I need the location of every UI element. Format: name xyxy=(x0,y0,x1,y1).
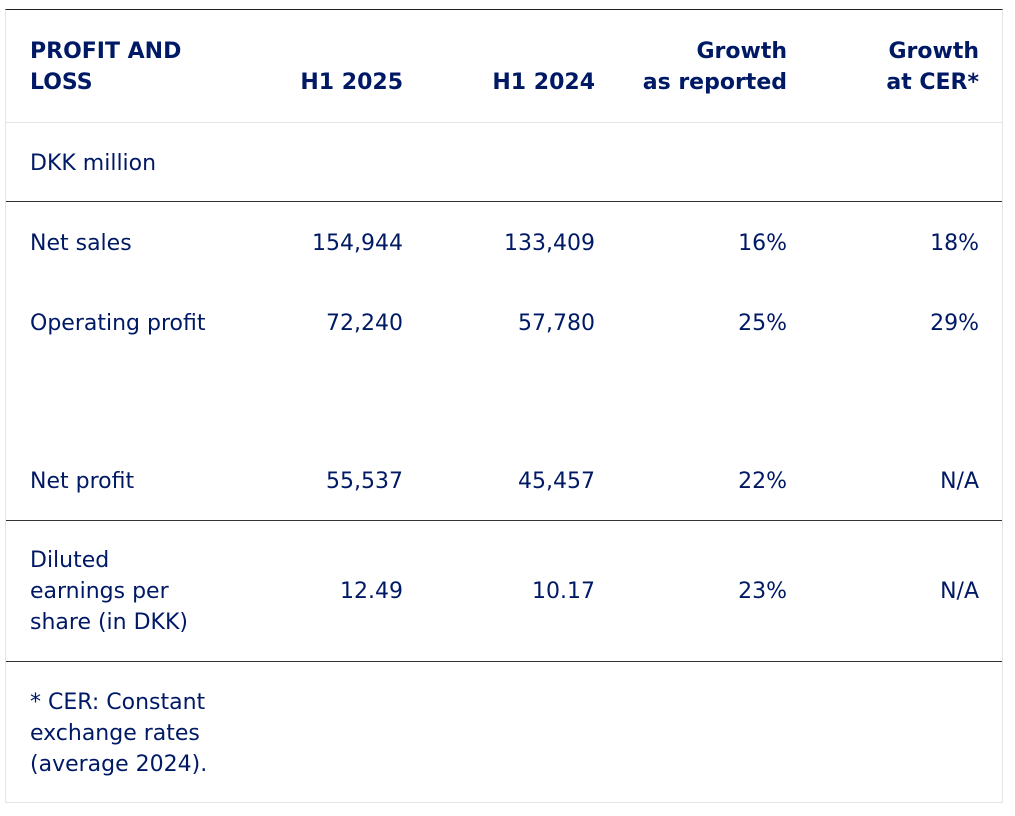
profit-and-loss-table: PROFIT AND LOSS H1 2025 H1 2024 Growth a… xyxy=(5,9,1003,803)
row-growth-reported: 25% xyxy=(738,311,787,336)
header-growth-reported-line1: Growth xyxy=(696,39,787,64)
header-title: PROFIT AND LOSS xyxy=(30,36,181,98)
header-growth-cer-line1: Growth xyxy=(888,39,979,64)
header-title-line1: PROFIT AND xyxy=(30,39,182,64)
footnote-line2: exchange rates xyxy=(30,721,200,746)
table-row: Net sales 154,944 133,409 16% 18% xyxy=(6,202,1002,282)
unit-row: DKK million xyxy=(6,123,1002,201)
row-label: Operating profit xyxy=(30,311,206,336)
footnote-row: * CER: Constant exchange rates (average … xyxy=(6,662,1002,802)
row-h1-2024: 57,780 xyxy=(518,311,595,336)
eps-label: Diluted earnings per share (in DKK) xyxy=(30,545,250,638)
eps-growth-cer: N/A xyxy=(940,579,979,604)
footnote-line1: * CER: Constant xyxy=(30,690,206,715)
table-row: Net profit 55,537 45,457 22% N/A xyxy=(6,362,1002,520)
eps-label-line3: share (in DKK) xyxy=(30,610,188,635)
row-h1-2024: 133,409 xyxy=(504,231,595,256)
eps-h1-2024: 10.17 xyxy=(532,579,595,604)
eps-h1-2025: 12.49 xyxy=(340,579,403,604)
footnote: * CER: Constant exchange rates (average … xyxy=(30,687,250,780)
row-h1-2025: 55,537 xyxy=(326,469,403,494)
unit-label: DKK million xyxy=(30,151,157,176)
eps-label-line1: Diluted xyxy=(30,548,110,573)
eps-divider xyxy=(6,661,1002,662)
row-growth-cer: 29% xyxy=(930,311,979,336)
row-growth-cer: N/A xyxy=(940,469,979,494)
header-growth-reported-line2: as reported xyxy=(642,70,787,95)
footnote-line3: (average 2024). xyxy=(30,752,208,777)
row-growth-reported: 22% xyxy=(738,469,787,494)
eps-row: Diluted earnings per share (in DKK) 12.4… xyxy=(6,521,1002,661)
unit-divider xyxy=(6,201,1002,202)
header-h1-2024: H1 2024 xyxy=(492,70,595,95)
row-label: Net profit xyxy=(30,469,135,494)
header-growth-reported: Growth as reported xyxy=(643,36,787,98)
row-h1-2025: 72,240 xyxy=(326,311,403,336)
row-h1-2024: 45,457 xyxy=(518,469,595,494)
row-growth-reported: 16% xyxy=(738,231,787,256)
net-profit-divider xyxy=(6,520,1002,521)
row-h1-2025: 154,944 xyxy=(312,231,403,256)
header-h1-2025: H1 2025 xyxy=(300,70,403,95)
header-growth-cer: Growth at CER* xyxy=(886,36,979,98)
header-divider xyxy=(6,122,1002,123)
row-growth-cer: 18% xyxy=(930,231,979,256)
header-title-line2: LOSS xyxy=(30,70,93,95)
eps-label-line2: earnings per xyxy=(30,579,169,604)
table-row: Operating profit 72,240 57,780 25% 29% xyxy=(6,282,1002,362)
row-label: Net sales xyxy=(30,231,132,256)
table-header-row: PROFIT AND LOSS H1 2025 H1 2024 Growth a… xyxy=(6,10,1002,122)
header-growth-cer-line2: at CER* xyxy=(886,70,979,95)
eps-growth-reported: 23% xyxy=(738,579,787,604)
